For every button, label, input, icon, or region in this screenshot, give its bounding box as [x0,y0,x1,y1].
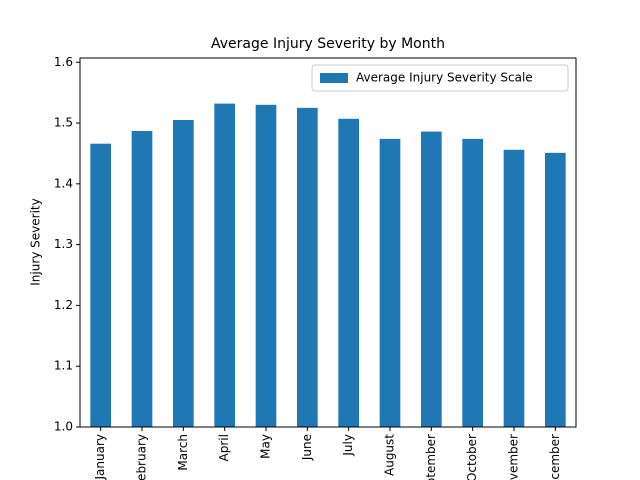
y-axis-label: Injury Severity [29,198,43,286]
bar [173,120,194,427]
x-tick-label: December [548,434,562,480]
y-tick-label: 1.5 [54,116,73,130]
y-tick-label: 1.3 [54,237,73,251]
x-tick-label: August [383,434,397,476]
x-tick-label: January [93,434,107,480]
bar [214,103,235,427]
y-tick-label: 1.6 [54,55,73,69]
bar [462,138,483,427]
x-tick-label: February [135,434,149,480]
x-tick-label: September [424,434,438,480]
bar [90,143,111,427]
y-tick-label: 1.2 [54,298,73,312]
y-tick-label: 1.1 [54,359,73,373]
bar [338,118,359,427]
bar [421,131,442,428]
x-tick-label: October [465,434,479,480]
x-tick-label: April [217,434,231,461]
x-tick-label: November [507,434,521,480]
x-tick-label: June [300,434,314,461]
y-tick-label: 1.0 [54,420,73,434]
bar [503,149,525,427]
bar [297,107,318,427]
x-tick-label: March [176,434,190,471]
legend-box [311,64,569,92]
x-tick-label: May [259,434,273,459]
legend-swatch [320,73,348,83]
bar [545,152,566,427]
bar [131,130,153,428]
bar [255,104,277,427]
x-tick-label: July [341,434,355,457]
legend-label: Average Injury Severity Scale [356,71,533,85]
bar [379,138,401,427]
plot-frame [79,57,577,428]
y-tick-label: 1.4 [54,176,73,190]
chart-title: Average Injury Severity by Month [211,36,445,52]
